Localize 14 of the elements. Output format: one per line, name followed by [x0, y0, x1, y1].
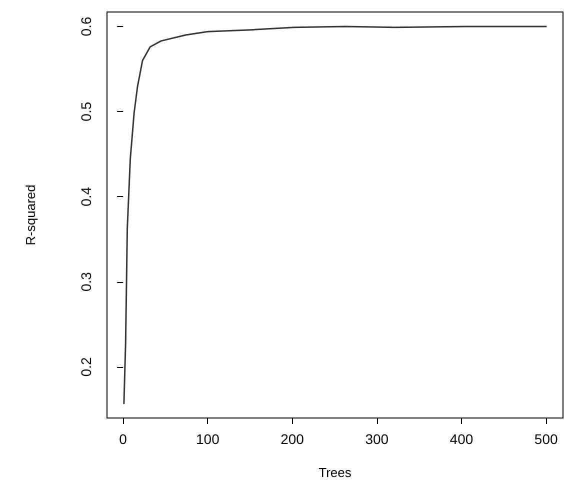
x-tick-label: 500: [534, 431, 558, 447]
x-axis-title: Trees: [318, 465, 352, 480]
x-tick-label: 100: [196, 431, 220, 447]
y-axis-title: R-squared: [23, 184, 38, 246]
x-tick-label: 0: [119, 431, 128, 447]
x-tick-label: 300: [365, 431, 389, 447]
y-tick-label: 0.3: [78, 272, 94, 292]
y-tick-label: 0.2: [78, 356, 94, 377]
x-tick-label: 200: [280, 431, 304, 447]
y-tick-label: 0.4: [78, 186, 94, 206]
y-tick-label: 0.6: [78, 16, 94, 36]
line-series: [123, 26, 547, 404]
x-tick-label: 400: [450, 431, 474, 447]
y-tick-label: 0.5: [78, 102, 94, 122]
